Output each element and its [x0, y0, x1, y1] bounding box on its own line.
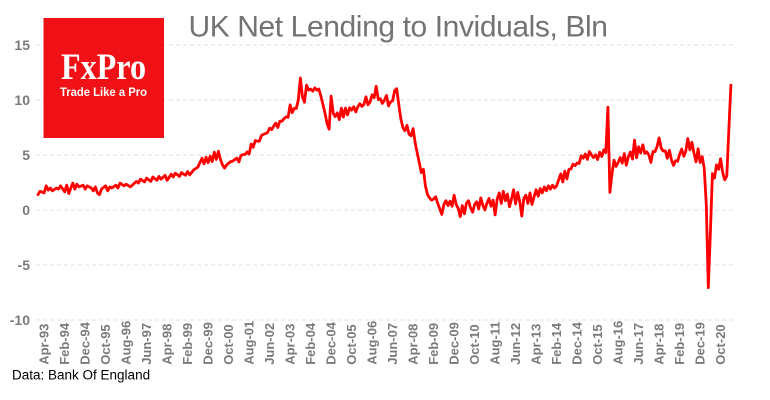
svg-text:Apr-03: Apr-03 — [282, 324, 297, 365]
svg-text:-10: -10 — [10, 312, 30, 328]
svg-text:Dec-99: Dec-99 — [200, 322, 215, 365]
svg-text:Jun-97: Jun-97 — [139, 323, 154, 365]
svg-text:Feb-09: Feb-09 — [426, 323, 441, 365]
svg-text:Aug-01: Aug-01 — [241, 321, 256, 365]
svg-text:Oct-10: Oct-10 — [467, 324, 482, 364]
svg-text:Data: Bank Of England: Data: Bank Of England — [12, 367, 150, 382]
svg-text:Aug-16: Aug-16 — [610, 321, 625, 365]
svg-text:Dec-14: Dec-14 — [569, 321, 584, 364]
svg-text:Trade Like a Pro: Trade Like a Pro — [60, 87, 147, 99]
svg-text:Jun-17: Jun-17 — [631, 323, 646, 365]
svg-text:Jun-07: Jun-07 — [385, 323, 400, 365]
svg-text:Apr-98: Apr-98 — [159, 324, 174, 365]
svg-text:Dec-19: Dec-19 — [692, 322, 707, 365]
svg-text:Apr-93: Apr-93 — [36, 324, 51, 365]
svg-text:Dec-94: Dec-94 — [77, 321, 92, 364]
svg-text:Oct-95: Oct-95 — [98, 324, 113, 364]
svg-text:Feb-14: Feb-14 — [549, 322, 564, 365]
svg-text:-5: -5 — [18, 257, 31, 273]
svg-text:Oct-05: Oct-05 — [344, 324, 359, 364]
svg-text:UK Net Lending to Inviduals, B: UK Net Lending to Inviduals, Bln — [188, 11, 607, 44]
svg-text:Dec-09: Dec-09 — [446, 322, 461, 365]
svg-text:Dec-04: Dec-04 — [323, 321, 338, 364]
svg-text:Apr-18: Apr-18 — [651, 324, 666, 365]
svg-text:10: 10 — [14, 92, 30, 108]
svg-text:Apr-08: Apr-08 — [405, 324, 420, 365]
svg-text:FxPro: FxPro — [61, 47, 146, 88]
svg-text:Feb-94: Feb-94 — [57, 322, 72, 365]
svg-text:Oct-15: Oct-15 — [590, 324, 605, 364]
svg-text:5: 5 — [22, 147, 30, 163]
svg-text:Feb-19: Feb-19 — [672, 323, 687, 365]
svg-text:Apr-13: Apr-13 — [528, 324, 543, 365]
svg-text:Aug-96: Aug-96 — [118, 321, 133, 365]
svg-text:Feb-99: Feb-99 — [180, 323, 195, 365]
svg-text:0: 0 — [22, 202, 30, 218]
svg-text:Feb-04: Feb-04 — [303, 322, 318, 365]
svg-text:Jun-02: Jun-02 — [262, 323, 277, 365]
svg-text:Aug-06: Aug-06 — [364, 321, 379, 365]
svg-text:Oct-00: Oct-00 — [221, 324, 236, 364]
svg-text:Aug-11: Aug-11 — [487, 321, 502, 364]
svg-text:Oct-20: Oct-20 — [713, 324, 728, 364]
svg-text:Jun-12: Jun-12 — [508, 323, 523, 365]
svg-text:15: 15 — [14, 37, 30, 53]
